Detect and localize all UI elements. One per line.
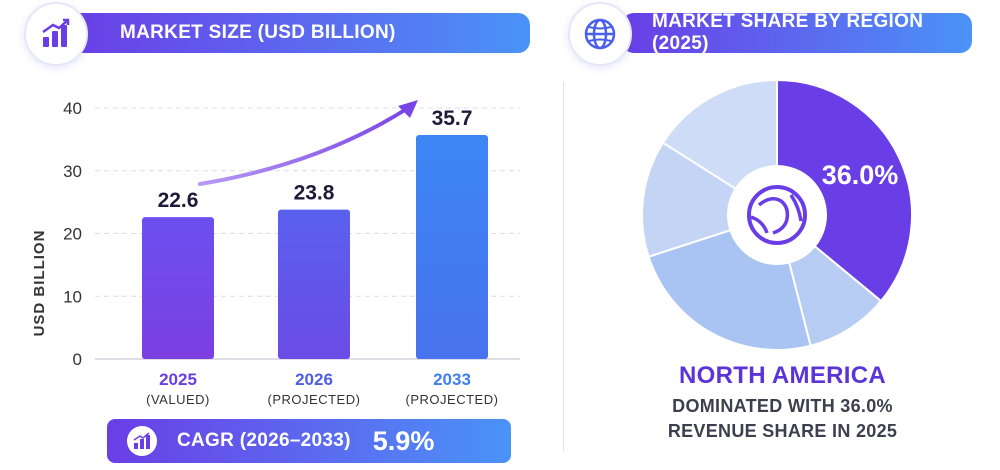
globe-icon	[568, 2, 632, 66]
bar-growth-icon	[127, 426, 157, 456]
region-description-line1: DOMINATED WITH 36.0%	[672, 396, 893, 416]
globe-icon	[747, 185, 807, 245]
bar-growth-icon	[24, 2, 88, 66]
category-sublabel: (PROJECTED)	[406, 392, 499, 407]
cagr-banner: CAGR (2026–2033) 5.9%	[107, 419, 511, 463]
panel-divider	[563, 82, 564, 452]
bar-2026	[278, 209, 350, 359]
market-share-title: MARKET SHARE BY REGION (2025)	[652, 11, 924, 54]
bars: 22.6 2025 (VALUED) 23.8 2026 (PROJECTED) 35.7 2…	[142, 107, 498, 407]
market-size-header: MARKET SIZE (USD BILLION)	[68, 13, 530, 53]
bar-value-label: 35.7	[432, 107, 473, 130]
pie-slice-3	[641, 141, 780, 258]
category-sublabel: (PROJECTED)	[268, 392, 361, 407]
category-label: 2026	[295, 370, 333, 389]
y-tick-label: 40	[63, 99, 82, 118]
y-tick-label: 0	[73, 350, 82, 369]
category-label: 2025	[159, 370, 197, 389]
pie-center-circle	[727, 165, 827, 265]
region-name: NORTH AMERICA	[679, 362, 886, 389]
bar-value-label: 22.6	[158, 189, 199, 212]
region-share-pie-chart: 36.0%	[641, 78, 913, 351]
region-description-line2: REVENUE SHARE IN 2025	[667, 421, 898, 441]
category-sublabel: (VALUED)	[146, 392, 210, 407]
y-tick-label: 10	[63, 287, 82, 306]
market-size-bar-chart: 0 10 20 30 40 USD BILLION 22.6 2025 (VALUED) 23…	[31, 99, 520, 407]
bar-value-label: 23.8	[294, 182, 335, 205]
y-axis-ticks: 0 10 20 30 40	[63, 99, 82, 369]
growth-arrow-head	[398, 100, 418, 118]
growth-arrow	[198, 106, 410, 186]
category-label: 2033	[433, 370, 471, 389]
bar-2025	[142, 217, 214, 359]
y-tick-label: 20	[63, 225, 82, 244]
cagr-label: CAGR (2026–2033)	[177, 430, 351, 451]
y-tick-label: 30	[63, 162, 82, 181]
market-share-header: MARKET SHARE BY REGION (2025)	[622, 11, 972, 54]
y-axis-title: USD BILLION	[31, 230, 48, 337]
market-size-title: MARKET SIZE (USD BILLION)	[120, 22, 396, 43]
pie-slice-0	[776, 78, 913, 303]
cagr-value: 5.9%	[372, 425, 435, 456]
pie-highlight-label: 36.0%	[822, 160, 899, 190]
bar-2033	[416, 134, 488, 359]
